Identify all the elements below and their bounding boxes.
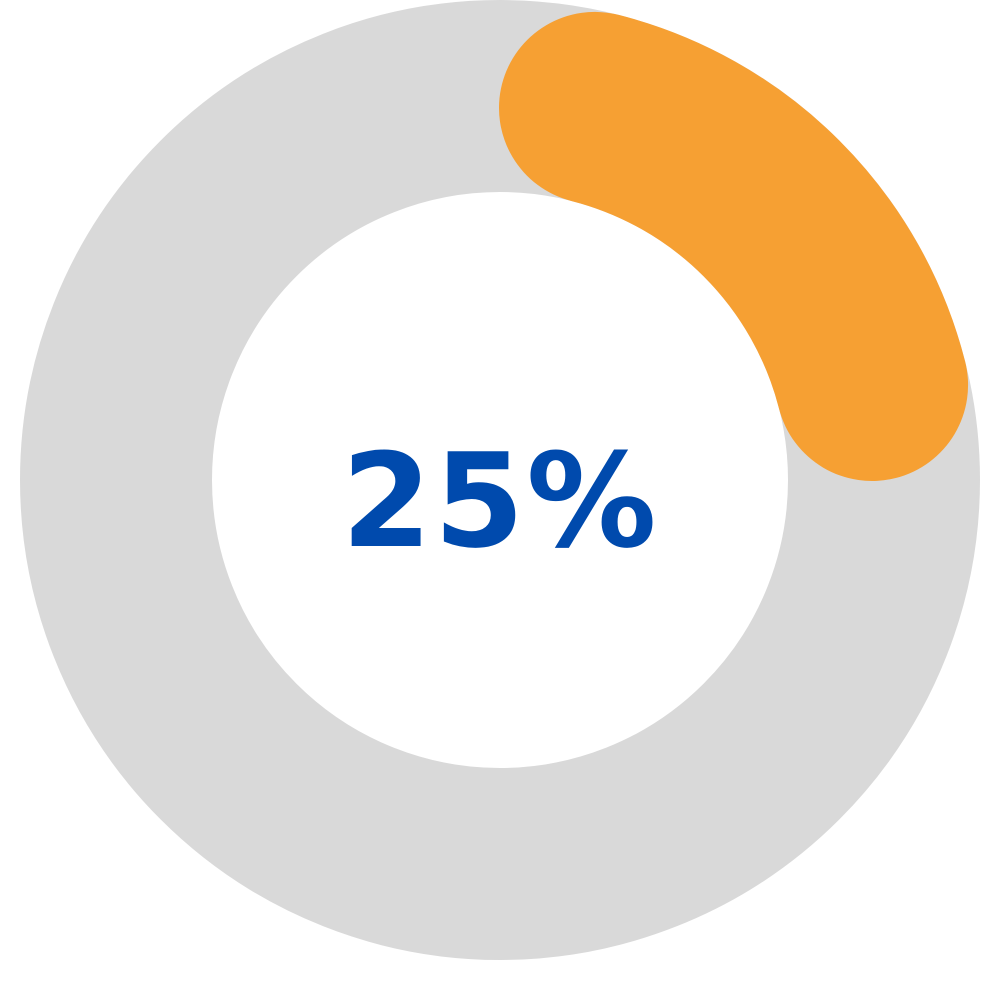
donut-progress-arc — [499, 11, 969, 481]
percentage-label: 25% — [341, 425, 658, 577]
